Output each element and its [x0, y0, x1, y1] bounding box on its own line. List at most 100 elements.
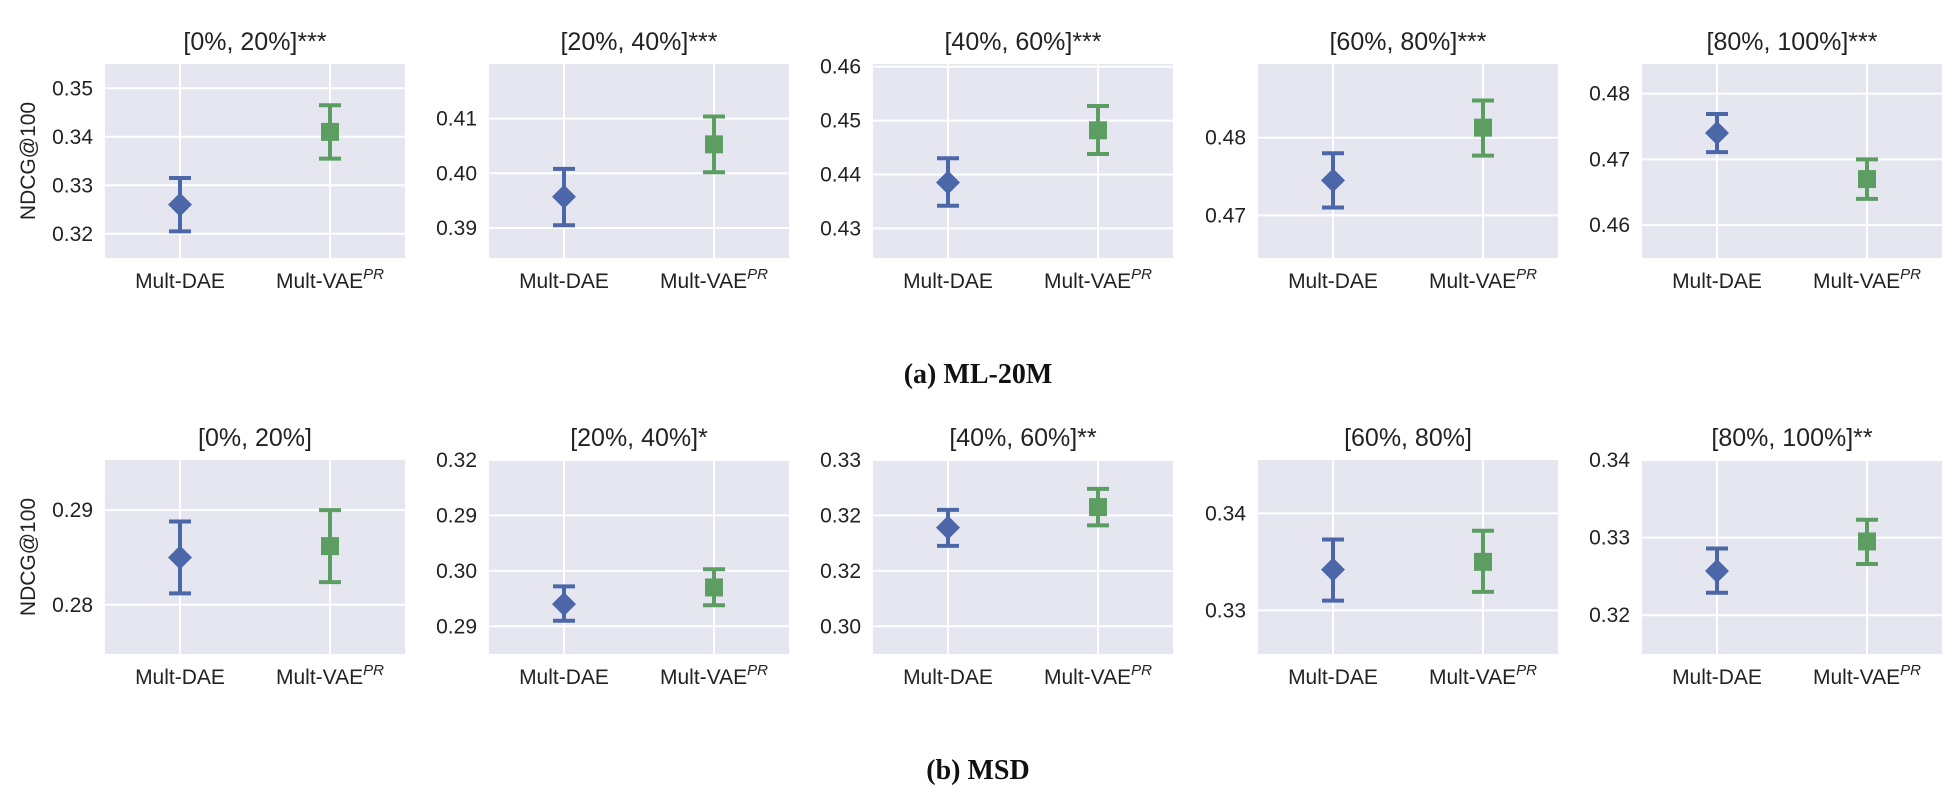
data-point-square [1474, 552, 1492, 571]
y-tick-label: 0.33 [1589, 527, 1630, 550]
y-tick-label: 0.30 [820, 615, 861, 638]
x-tick-label: Mult-DAE [519, 666, 609, 689]
x-tick-label: Mult-VAEPR [1429, 662, 1537, 689]
caption-b: (b) MSD [926, 755, 1029, 786]
series-mult-vae [319, 508, 341, 585]
data-point-diamond [1321, 168, 1345, 193]
data-point-square [321, 122, 339, 141]
y-tick-label: 0.29 [436, 504, 477, 527]
series-mult-dae [1321, 537, 1345, 603]
panel-b-5: 0.32 0.33 0.34 Mult-DAE Mult-VAEPR [80%, 100%… [1589, 424, 1942, 689]
panel-title: [20%, 40%]*** [560, 28, 717, 56]
series-mult-vae [1856, 157, 1878, 201]
x-tick-label: Mult-VAEPR [276, 266, 384, 293]
caption-b-name: MSD [968, 755, 1030, 786]
y-tick-label: 0.34 [52, 126, 93, 149]
x-tick-label: Mult-DAE [135, 666, 225, 689]
panel-title: [0%, 20%] [198, 424, 312, 452]
data-point-square [1089, 498, 1107, 517]
y-tick-label: 0.32 [436, 449, 477, 472]
plot-area [105, 460, 405, 654]
series-mult-dae [552, 166, 576, 228]
y-tick-label: 0.32 [820, 560, 861, 583]
x-tick-superscript: PR [1516, 266, 1537, 283]
series-mult-vae [319, 103, 341, 161]
series-mult-vae [1087, 486, 1109, 528]
x-tick-label: Mult-VAEPR [660, 662, 768, 689]
y-axis-label: NDCG@100 [17, 102, 40, 220]
y-tick-label: 0.44 [820, 163, 861, 186]
data-point-diamond [936, 515, 960, 540]
data-point-square [321, 537, 339, 556]
y-tick-label: 0.33 [1205, 599, 1246, 622]
x-tick-label: Mult-VAEPR [1429, 266, 1537, 293]
data-point-diamond [1705, 558, 1729, 583]
y-tick-label: 0.48 [1205, 127, 1246, 150]
panel-b-3: 0.30 0.32 0.32 0.33 Mult-DAE Mult-VAEPR [40%, … [820, 424, 1173, 689]
plot-area [873, 64, 1173, 258]
series-mult-vae [703, 114, 725, 175]
x-tick-superscript: PR [1516, 662, 1537, 679]
caption-a-letter: (a) [904, 359, 937, 390]
x-tick-label: Mult-VAEPR [1813, 662, 1921, 689]
series-mult-dae [1705, 111, 1729, 155]
plot-area [1258, 64, 1558, 258]
data-point-diamond [552, 184, 576, 209]
series-mult-dae [936, 507, 960, 548]
y-tick-label: 0.29 [436, 615, 477, 638]
panel-a-5: 0.46 0.47 0.48 Mult-DAE Mult-VAEPR [80%, 100%… [1589, 28, 1942, 293]
x-tick-label: Mult-DAE [1288, 666, 1378, 689]
x-tick-superscript: PR [1131, 662, 1152, 679]
panel-b-1: 0.28 0.29 Mult-DAE Mult-VAEPR [0%, 20%] NDCG@… [17, 424, 405, 689]
panel-title: [20%, 40%]* [570, 424, 708, 452]
data-point-square [1858, 170, 1876, 189]
data-point-square [1089, 121, 1107, 140]
x-tick-label: Mult-VAEPR [276, 662, 384, 689]
series-mult-vae [703, 567, 725, 608]
panel-title: [80%, 100%]** [1711, 424, 1872, 452]
plot-area [105, 64, 405, 258]
plot-area [1258, 460, 1558, 654]
x-tick-superscript: PR [1131, 266, 1152, 283]
x-tick-superscript: PR [1900, 662, 1921, 679]
x-tick-label: Mult-DAE [1288, 270, 1378, 293]
series-mult-vae [1856, 517, 1878, 566]
x-tick-label: Mult-DAE [1672, 270, 1762, 293]
panel-title: [40%, 60%]** [949, 424, 1097, 452]
data-point-square [1474, 118, 1492, 137]
x-tick-label: Mult-VAEPR [1044, 662, 1152, 689]
panel-a-3: 0.43 0.44 0.45 0.46 Mult-DAE Mult-VAEPR [40%, … [820, 28, 1173, 293]
x-tick-label: Mult-DAE [1672, 666, 1762, 689]
x-tick-label: Mult-VAEPR [1813, 266, 1921, 293]
y-tick-label: 0.35 [52, 77, 93, 100]
y-tick-label: 0.43 [820, 217, 861, 240]
series-mult-dae [1705, 546, 1729, 595]
y-tick-label: 0.45 [820, 110, 861, 133]
panel-a-4: 0.47 0.48 Mult-DAE Mult-VAEPR [60%, 80%]*** [1205, 28, 1558, 293]
plot-area [873, 460, 1173, 654]
series-mult-dae [1321, 151, 1345, 210]
y-axis-label: NDCG@100 [17, 498, 40, 616]
panel-a-1: 0.32 0.33 0.34 0.35 Mult-DAE Mult-VAEPR [0%, 2… [17, 28, 405, 293]
y-tick-label: 0.39 [436, 217, 477, 240]
y-tick-label: 0.28 [52, 594, 93, 617]
plot-area [1642, 460, 1942, 654]
data-point-square [1858, 532, 1876, 551]
x-tick-superscript: PR [363, 662, 384, 679]
y-tick-label: 0.30 [436, 560, 477, 583]
x-tick-label: Mult-DAE [903, 666, 993, 689]
series-mult-dae [936, 156, 960, 208]
y-tick-label: 0.47 [1589, 148, 1630, 171]
series-mult-dae [168, 175, 192, 234]
y-tick-label: 0.47 [1205, 204, 1246, 227]
data-point-diamond [936, 170, 960, 195]
caption-a: (a) ML-20M [904, 359, 1053, 390]
x-tick-superscript: PR [747, 662, 768, 679]
plot-area [489, 64, 789, 258]
y-tick-label: 0.34 [1205, 502, 1246, 525]
panel-b-2: 0.29 0.30 0.29 0.32 Mult-DAE Mult-VAEPR [20%, … [436, 424, 789, 689]
y-tick-label: 0.32 [1589, 604, 1630, 627]
y-tick-label: 0.32 [820, 504, 861, 527]
caption-b-letter: (b) [926, 755, 960, 786]
